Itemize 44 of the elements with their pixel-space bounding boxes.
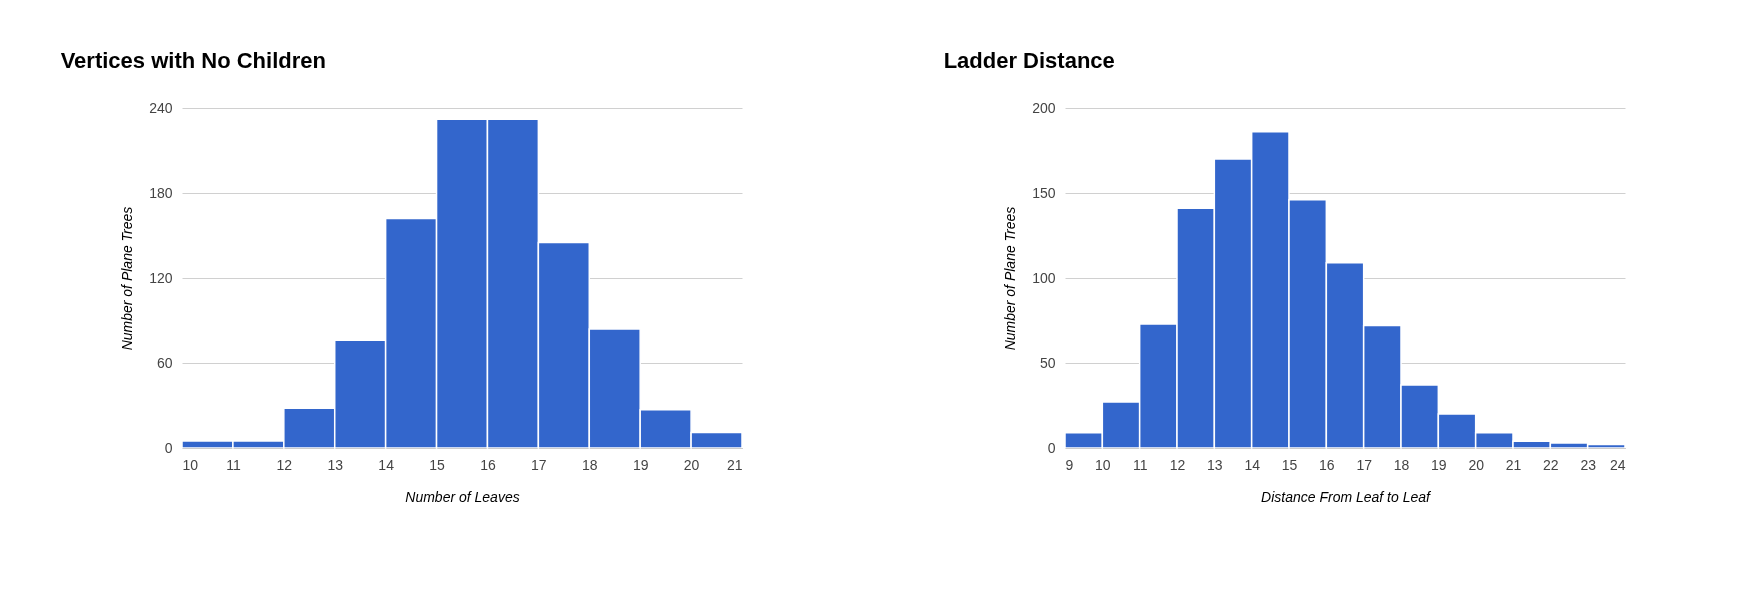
x-tick-label: 19: [1431, 456, 1447, 473]
x-axis-title: Distance From Leaf to Leaf: [1261, 488, 1433, 505]
x-tick-label: 10: [1095, 456, 1111, 473]
y-tick-label: 150: [1032, 184, 1056, 201]
x-tick-label: 11: [226, 456, 241, 473]
x-tick-label: 20: [1468, 456, 1485, 473]
x-tick-label: 10: [182, 456, 199, 473]
x-tick-label: 17: [1356, 456, 1373, 473]
x-tick-label: 17: [531, 456, 547, 473]
x-tick-label: 22: [1543, 456, 1559, 473]
x-tick-label: 16: [480, 456, 496, 473]
y-tick-label: 200: [1032, 99, 1056, 116]
y-tick-label: 0: [164, 439, 173, 456]
x-tick-label: 13: [327, 456, 344, 473]
x-axis-title: Number of Leaves: [405, 488, 520, 505]
y-tick-label: 0: [1047, 439, 1056, 456]
y-tick-label: 60: [156, 354, 173, 371]
y-tick-label: 100: [1032, 269, 1056, 286]
y-tick-label: 120: [149, 269, 173, 286]
x-tick-label: 14: [1244, 456, 1261, 473]
chart-title: Vertices with No Children: [60, 48, 326, 73]
x-tick-label: 15: [429, 456, 446, 473]
x-tick-label: 16: [1319, 456, 1335, 473]
x-tick-label: 19: [632, 456, 649, 473]
x-tick-label: 20: [683, 456, 700, 473]
y-axis-title: Number of Plane Trees: [1002, 206, 1019, 351]
x-tick-label: 21: [1505, 456, 1522, 473]
x-tick-label: 11: [1132, 456, 1148, 473]
y-tick-label: 180: [149, 184, 173, 201]
y-tick-label: 50: [1039, 354, 1056, 371]
x-tick-label: 15: [1281, 456, 1298, 473]
x-tick-label: 12: [276, 456, 293, 473]
x-tick-label: 14: [378, 456, 395, 473]
y-tick-label: 240: [149, 99, 173, 116]
x-tick-label: 18: [581, 456, 598, 473]
chart-title: Ladder Distance: [943, 48, 1115, 73]
x-tick-label: 23: [1580, 456, 1597, 473]
x-tick-label: 13: [1207, 456, 1223, 473]
x-tick-label: 21: [726, 456, 743, 473]
x-tick-label: 9: [1065, 456, 1074, 473]
x-tick-label: 12: [1169, 456, 1186, 473]
y-axis-title: Number of Plane Trees: [119, 206, 136, 351]
x-tick-label: 18: [1393, 456, 1410, 473]
x-tick-label: 24: [1609, 456, 1626, 473]
